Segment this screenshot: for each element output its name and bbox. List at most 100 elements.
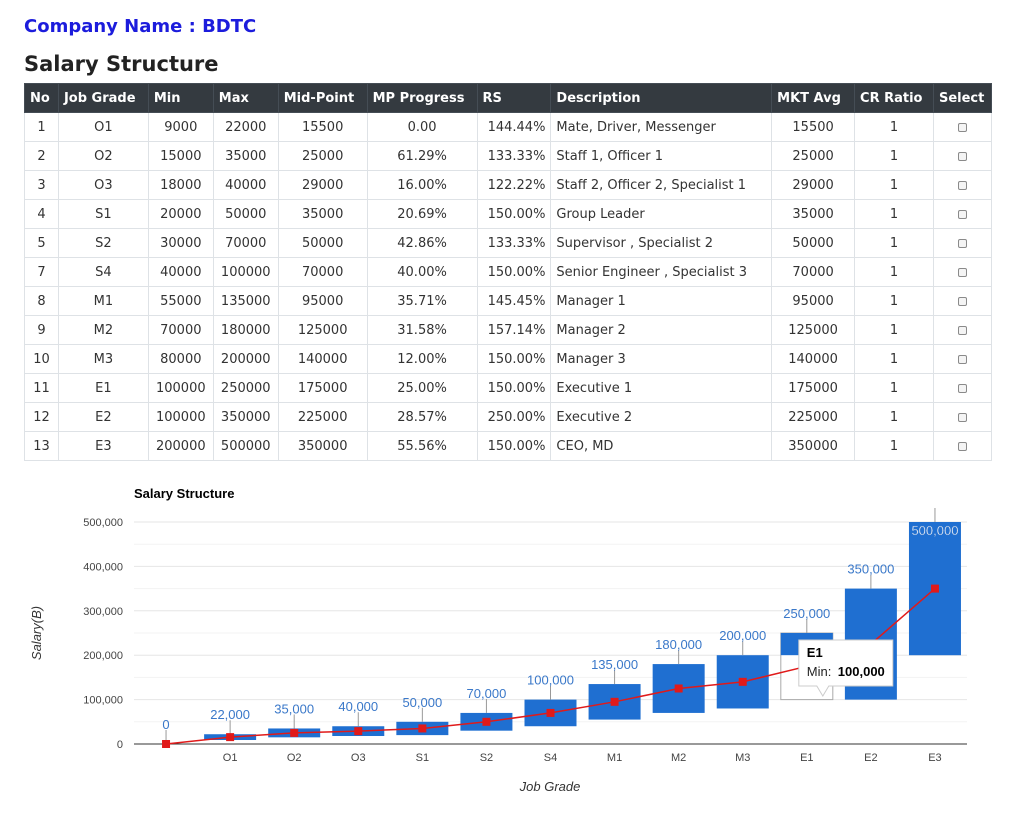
description-cell: Manager 3 bbox=[550, 344, 773, 374]
select-checkbox[interactable] bbox=[957, 238, 967, 248]
column-header[interactable]: No bbox=[24, 83, 59, 113]
row-number-cell: 2 bbox=[24, 141, 59, 171]
select-checkbox[interactable] bbox=[957, 122, 967, 132]
min-value-cell: 20000 bbox=[147, 199, 214, 229]
description-cell: Supervisor , Specialist 2 bbox=[550, 228, 773, 258]
cr-ratio-cell: 1 bbox=[854, 315, 934, 345]
max-value-cell: 200000 bbox=[212, 344, 279, 374]
bar-value-label: 500,000 bbox=[911, 523, 958, 538]
bar-value-label: 70,000 bbox=[467, 686, 507, 701]
page-title: Salary Structure bbox=[24, 52, 219, 76]
mp-progress-cell: 28.57% bbox=[366, 402, 478, 432]
x-tick-label: S1 bbox=[416, 752, 429, 764]
salary-table: No Job Grade Min Max Mid-Point MP Progress RS D… bbox=[24, 83, 993, 461]
bar-value-label: 22,000 bbox=[210, 707, 250, 722]
x-tick-label: M2 bbox=[671, 752, 686, 764]
min-value-cell: 80000 bbox=[147, 344, 214, 374]
column-header[interactable]: Min bbox=[147, 83, 214, 113]
salary-chart: Salary Structure 0 100,000 200,000 300,000 40… bbox=[29, 486, 967, 794]
column-header[interactable]: MP Progress bbox=[366, 83, 478, 113]
bar-value-label: 350,000 bbox=[847, 562, 894, 577]
column-header[interactable]: Select bbox=[932, 83, 993, 113]
x-tick-label: S2 bbox=[480, 752, 493, 764]
tooltip-category: E1 bbox=[807, 645, 823, 660]
select-cell bbox=[932, 286, 993, 316]
column-header[interactable]: RS bbox=[476, 83, 552, 113]
column-header[interactable]: Description bbox=[550, 83, 773, 113]
mp-progress-cell: 35.71% bbox=[366, 286, 478, 316]
mkt-avg-cell: 25000 bbox=[771, 141, 856, 171]
select-checkbox[interactable] bbox=[957, 267, 967, 277]
mp-progress-cell: 42.86% bbox=[366, 228, 478, 258]
table-row: 3 O3 18000 40000 29000 16.00% 122.22% Staff 2, … bbox=[24, 170, 993, 200]
mid-point-marker bbox=[546, 708, 555, 717]
y-tick-label: 0 bbox=[117, 739, 123, 751]
rs-value-cell: 144.44% bbox=[476, 112, 552, 142]
mkt-avg-cell: 225000 bbox=[771, 402, 856, 432]
mid-point-cell: 140000 bbox=[277, 344, 368, 374]
x-tick-label: E2 bbox=[864, 752, 877, 764]
select-checkbox[interactable] bbox=[957, 180, 967, 190]
select-checkbox[interactable] bbox=[957, 383, 967, 393]
select-checkbox[interactable] bbox=[957, 296, 967, 306]
min-value-cell: 40000 bbox=[147, 257, 214, 287]
mp-progress-cell: 61.29% bbox=[366, 141, 478, 171]
mp-progress-cell: 12.00% bbox=[366, 344, 478, 374]
bar-value-label: 135,000 bbox=[591, 657, 638, 672]
table-row: 1 O1 9000 22000 15500 0.00 144.44% Mate, Driver… bbox=[24, 112, 993, 142]
mid-point-cell: 50000 bbox=[277, 228, 368, 258]
mp-progress-cell: 20.69% bbox=[366, 199, 478, 229]
max-value-cell: 250000 bbox=[212, 373, 279, 403]
column-header[interactable]: Job Grade bbox=[57, 83, 149, 113]
column-header[interactable]: CR Ratio bbox=[854, 83, 934, 113]
job-grade-cell: M1 bbox=[57, 286, 149, 316]
column-header[interactable]: Mid-Point bbox=[277, 83, 368, 113]
bar-value-label: 0 bbox=[162, 717, 169, 732]
select-cell bbox=[932, 315, 993, 345]
table-row: 5 S2 30000 70000 50000 42.86% 133.33% Superviso… bbox=[24, 228, 993, 258]
row-number-cell: 12 bbox=[24, 402, 59, 432]
rs-value-cell: 150.00% bbox=[476, 431, 552, 461]
min-value-cell: 18000 bbox=[147, 170, 214, 200]
bar-value-label: 35,000 bbox=[274, 701, 314, 716]
select-checkbox[interactable] bbox=[957, 151, 967, 161]
bar-value-label: 250,000 bbox=[783, 606, 830, 621]
mid-point-cell: 225000 bbox=[277, 402, 368, 432]
y-tick-label: 400,000 bbox=[83, 561, 123, 573]
select-checkbox[interactable] bbox=[957, 354, 967, 364]
job-grade-cell: S1 bbox=[57, 199, 149, 229]
select-checkbox[interactable] bbox=[957, 325, 967, 335]
description-cell: Executive 1 bbox=[550, 373, 773, 403]
rs-value-cell: 133.33% bbox=[476, 141, 552, 171]
cr-ratio-cell: 1 bbox=[854, 112, 934, 142]
column-header[interactable]: MKT Avg bbox=[771, 83, 856, 113]
rs-value-cell: 150.00% bbox=[476, 199, 552, 229]
y-axis-title: Salary(B) bbox=[29, 606, 44, 660]
min-value-cell: 200000 bbox=[147, 431, 214, 461]
description-cell: Senior Engineer , Specialist 3 bbox=[550, 257, 773, 287]
min-value-cell: 30000 bbox=[147, 228, 214, 258]
bar-value-label: 50,000 bbox=[402, 695, 442, 710]
description-cell: CEO, MD bbox=[550, 431, 773, 461]
x-axis-title: Job Grade bbox=[519, 779, 581, 794]
cr-ratio-cell: 1 bbox=[854, 402, 934, 432]
mid-point-cell: 350000 bbox=[277, 431, 368, 461]
job-grade-cell: O2 bbox=[57, 141, 149, 171]
select-checkbox[interactable] bbox=[957, 209, 967, 219]
mid-point-cell: 15500 bbox=[277, 112, 368, 142]
min-value-cell: 100000 bbox=[147, 402, 214, 432]
mid-point-cell: 29000 bbox=[277, 170, 368, 200]
mp-progress-cell: 0.00 bbox=[366, 112, 478, 142]
mid-point-cell: 125000 bbox=[277, 315, 368, 345]
rs-value-cell: 150.00% bbox=[476, 373, 552, 403]
rs-value-cell: 250.00% bbox=[476, 402, 552, 432]
table-row: 7 S4 40000 100000 70000 40.00% 150.00% Senior E… bbox=[24, 257, 993, 287]
bar-value-label: 180,000 bbox=[655, 637, 702, 652]
select-checkbox[interactable] bbox=[957, 412, 967, 422]
select-checkbox[interactable] bbox=[957, 441, 967, 451]
tooltip-label: Min: bbox=[807, 664, 832, 679]
min-value-cell: 9000 bbox=[147, 112, 214, 142]
x-tick-label: O1 bbox=[223, 752, 238, 764]
mkt-avg-cell: 350000 bbox=[771, 431, 856, 461]
column-header[interactable]: Max bbox=[212, 83, 279, 113]
